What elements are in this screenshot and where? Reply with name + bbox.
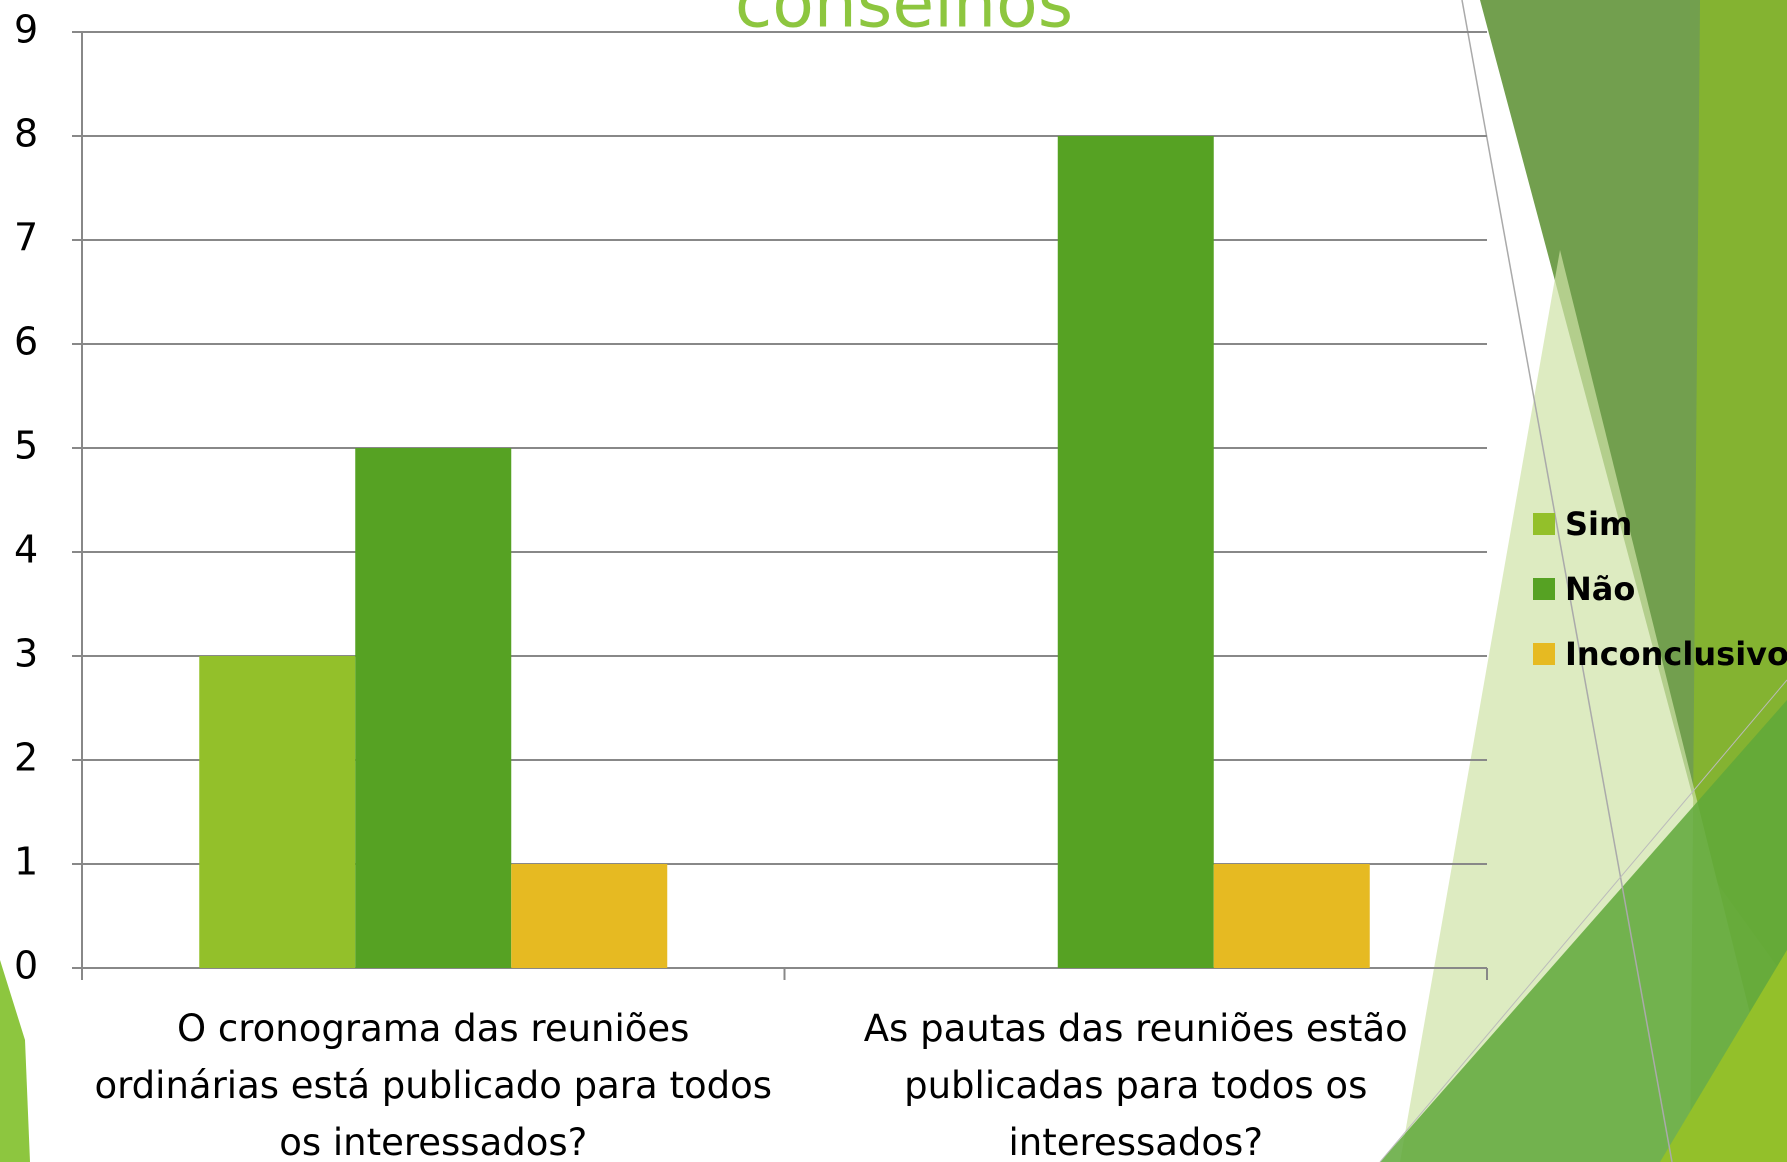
y-tick-label: 5 xyxy=(14,424,38,468)
y-tick-label: 2 xyxy=(14,736,38,780)
legend-label: Inconclusivo xyxy=(1565,635,1787,673)
x-tick-label-line: O cronograma das reuniões xyxy=(177,1007,689,1050)
legend-label: Sim xyxy=(1565,505,1632,543)
legend-label: Não xyxy=(1565,570,1635,608)
x-tick-label-line: os interessados? xyxy=(279,1121,587,1162)
bar xyxy=(199,656,356,968)
y-tick-label: 0 xyxy=(14,944,38,988)
x-tick-label: O cronograma das reuniões ordinárias está… xyxy=(94,1007,772,1162)
bar xyxy=(1213,864,1370,968)
legend-swatch xyxy=(1533,643,1555,665)
y-tick-label: 9 xyxy=(14,8,38,52)
chart-title: conselhos xyxy=(735,0,1073,44)
legend-swatch xyxy=(1533,513,1555,535)
y-tick-label: 8 xyxy=(14,112,38,156)
x-tick-label: As pautas das reuniões estão publicadas p… xyxy=(864,1007,1408,1162)
x-tick-label-line: ordinárias está publicado para todos xyxy=(94,1064,772,1107)
x-tick-label-line: As pautas das reuniões estão xyxy=(864,1007,1408,1050)
y-tick-label: 4 xyxy=(14,528,38,572)
y-tick-label: 7 xyxy=(14,216,38,260)
y-tick-label: 3 xyxy=(14,632,38,676)
bar xyxy=(355,448,512,968)
x-tick-label-line: publicadas para todos os xyxy=(904,1064,1367,1107)
bar xyxy=(511,864,668,968)
bar xyxy=(1057,136,1214,968)
x-tick-label-line: interessados? xyxy=(1009,1121,1263,1162)
legend-swatch xyxy=(1533,578,1555,600)
y-tick-label: 6 xyxy=(14,320,38,364)
y-tick-label: 1 xyxy=(14,840,38,884)
